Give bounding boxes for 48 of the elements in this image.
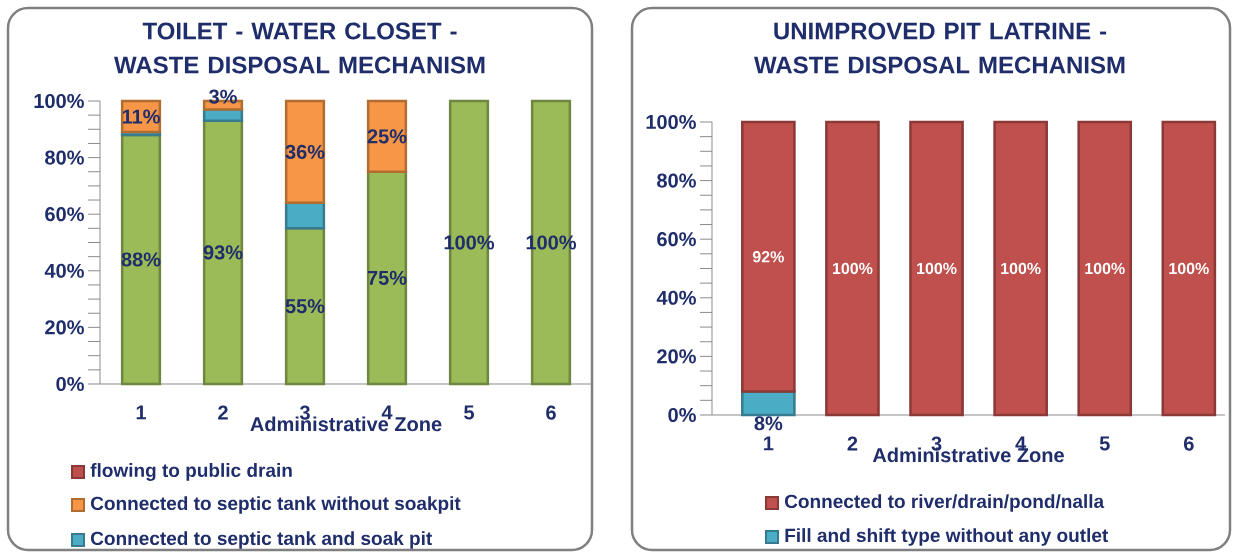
bar	[202, 119, 244, 386]
x-tick-label: 1	[136, 405, 147, 420]
bar	[284, 227, 326, 386]
data-label: 8%	[754, 416, 783, 431]
y-tick-label: 60%	[45, 207, 84, 222]
y-tick-label: 0%	[668, 407, 696, 423]
legend-label: Connected to septic tank and soak pit	[91, 531, 432, 549]
bar	[366, 170, 408, 386]
y-tick-label: 40%	[44, 263, 84, 278]
x-tick-label: 5	[464, 405, 475, 420]
legend-label: Connected to river/drain/pond/nalla	[784, 494, 1105, 512]
data-label: 100%	[1001, 262, 1041, 275]
y-tick-label: 80%	[657, 173, 696, 188]
x-tick-label: 2	[847, 436, 858, 451]
y-tick-label: 0%	[56, 376, 84, 392]
x-tick-label: 6	[1184, 436, 1194, 451]
data-label: 100%	[1169, 262, 1209, 275]
data-label: 100%	[1085, 262, 1125, 275]
y-tick-label: 100%	[646, 114, 696, 130]
y-tick-label: 40%	[656, 290, 696, 305]
y-tick-label: 20%	[45, 320, 84, 335]
x-tick-label: 1	[764, 436, 774, 451]
chart-title: UNIMPROVED PIT LATRINE - WASTE DISPOSAL MECHANISM	[754, 22, 1125, 74]
data-label: 88%	[121, 252, 161, 267]
x-tick-label: 2	[218, 405, 228, 420]
data-label: 55%	[285, 299, 325, 314]
x-tick-label: 5	[1099, 436, 1110, 451]
y-tick-label: 100%	[34, 93, 84, 109]
data-label: 25%	[367, 129, 407, 144]
bar	[120, 133, 162, 386]
data-label: 92%	[752, 251, 784, 263]
x-tick-label: 6	[546, 405, 556, 420]
legend-label: Connected to septic tank without soakpit	[91, 496, 461, 514]
data-label: 36%	[285, 144, 325, 160]
bar	[366, 99, 408, 173]
y-tick-label: 20%	[657, 349, 696, 364]
chart-title: TOILET - WATER CLOSET - WASTE DISPOSAL MECHANISM	[114, 22, 485, 74]
data-label: 11%	[122, 109, 160, 124]
legend-label: Fill and shift type without any outlet	[785, 528, 1109, 546]
y-tick-label: 60%	[657, 232, 696, 247]
data-label: 93%	[203, 245, 243, 260]
data-label: 100%	[917, 262, 957, 275]
bar	[284, 201, 326, 230]
data-label: 75%	[367, 270, 407, 285]
bar	[284, 99, 326, 205]
data-label: 100%	[832, 262, 873, 275]
legend-label: flowing to public drain	[90, 463, 292, 481]
y-tick-label: 80%	[45, 150, 84, 165]
